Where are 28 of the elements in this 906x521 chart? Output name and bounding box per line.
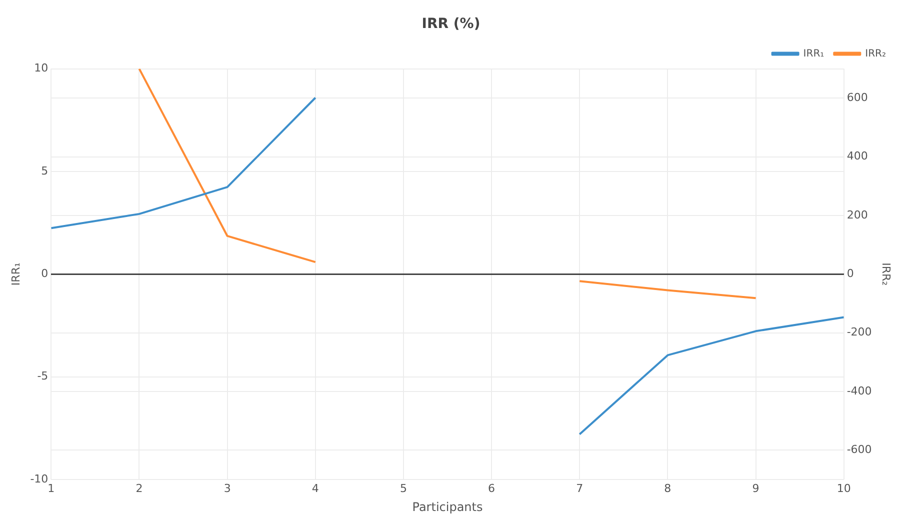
y2-tick-label: -600 — [846, 442, 872, 456]
y-tick-label: -5 — [37, 370, 48, 383]
x-tick-label: 8 — [664, 482, 672, 495]
y-tick-label: 5 — [41, 164, 48, 178]
x-tick-label: 3 — [224, 482, 231, 495]
x-tick-label: 5 — [400, 482, 407, 495]
x-tick-label: 4 — [312, 482, 319, 495]
chart-title: IRR (%) — [422, 16, 480, 32]
legend-label: IRR₂ — [865, 48, 886, 60]
y2-tick-label: -200 — [846, 326, 872, 339]
x-axis-title: Participants — [412, 500, 483, 514]
y2-tick-label: 0 — [846, 266, 854, 280]
y-tick-label: 0 — [41, 266, 48, 280]
y2-tick-label: 400 — [846, 150, 868, 163]
x-tick-label: 2 — [136, 482, 143, 495]
x-tick-label: 6 — [488, 482, 496, 495]
y2-tick-label: 200 — [846, 208, 868, 222]
y-axis-title: IRR₁ — [9, 262, 22, 286]
y2-axis-title: IRR₂ — [880, 262, 893, 286]
x-tick-label: 9 — [752, 482, 760, 495]
y2-tick-label: -400 — [846, 384, 872, 398]
x-tick-label: 7 — [576, 482, 584, 495]
x-tick-label: 10 — [836, 482, 851, 495]
y-tick-label: 10 — [34, 62, 48, 75]
y-tick-label: -10 — [30, 472, 48, 486]
y2-tick-label: 600 — [846, 90, 868, 104]
legend-label: IRR₁ — [803, 48, 824, 60]
x-tick-label: 1 — [48, 482, 55, 495]
